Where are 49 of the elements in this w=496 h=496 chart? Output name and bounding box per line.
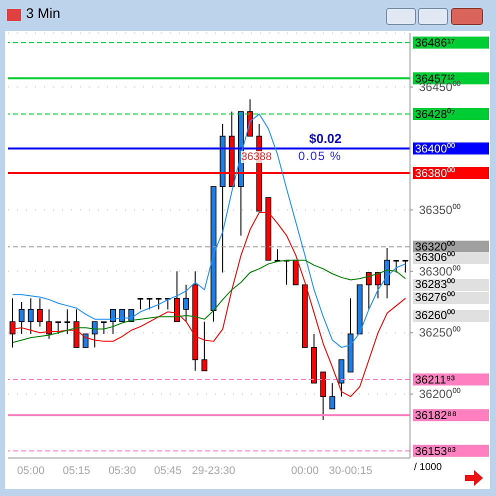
candlestick [174, 270, 180, 322]
x-tick-label: 30-00:15 [328, 464, 372, 477]
text: / 1000 [414, 462, 442, 473]
x-tick-label: 29-23:30 [192, 464, 236, 477]
y-tick-label: 36350⁰⁰ [419, 202, 460, 217]
candlestick [329, 382, 336, 410]
candlestick [156, 298, 162, 310]
text: 36283⁰⁰ [413, 279, 489, 291]
candlestick [338, 359, 344, 398]
y-tick-label: 36300⁰⁰ [419, 264, 460, 278]
line-series [12, 260, 406, 344]
candlestick [55, 321, 61, 334]
candlestick [28, 298, 34, 334]
ref-line-label: 36400⁰⁰ [415, 142, 455, 156]
candlestick [101, 321, 107, 334]
candlestick [138, 298, 144, 310]
candlestick [402, 260, 408, 274]
annotation: 36388 [241, 151, 272, 164]
line-series [12, 114, 406, 348]
x-tick-label: 00:00 [291, 464, 319, 477]
ref-line-label: 36380⁰⁰ [415, 167, 455, 180]
candlestick [183, 284, 189, 322]
y-tick-label: 36200⁰⁰ [419, 387, 460, 402]
candlestick [375, 272, 381, 299]
chart-title: 3 Min [26, 5, 60, 21]
annotation: $0.02 [308, 131, 342, 146]
x-tick-label: 05:15 [62, 464, 90, 477]
ref-line-label: 36182⁸⁸ [415, 410, 457, 422]
candlestick [18, 302, 25, 334]
candlestick [82, 334, 88, 348]
candlestick [119, 308, 126, 322]
ref-line-label: 36486¹⁷ [415, 38, 455, 50]
y-tick-label: 36250⁰⁰ [419, 326, 460, 340]
candlestick [64, 308, 70, 334]
text: 36276⁰⁰ [413, 292, 489, 304]
annotation: 0.05 % [297, 149, 342, 164]
x-tick-label: 05:45 [154, 464, 182, 477]
x-tick-label: 05:00 [17, 464, 45, 477]
candlestick [110, 308, 116, 334]
candlestick [37, 298, 43, 328]
text: 36260⁰⁰ [413, 310, 489, 322]
candlestick [393, 260, 400, 274]
candlestick [46, 308, 52, 340]
ref-line-label: 36153⁸³ [415, 446, 456, 458]
candlestick [201, 321, 208, 372]
x-tick-label: 05:30 [108, 464, 136, 477]
ref-line-label: 36428⁰⁷ [415, 108, 456, 121]
ref-line-label: 36211⁹³ [415, 374, 456, 386]
candlestick [146, 298, 152, 310]
